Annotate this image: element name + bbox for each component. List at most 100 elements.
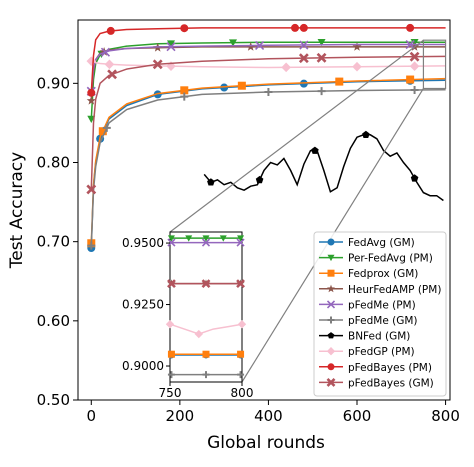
- inset-marker-per-fedavg-pm: [237, 235, 245, 242]
- inset-series-pfedme-gm: [167, 371, 245, 379]
- axis-ticks: 0 200 400 600 800 0.50 0.60 0.70 0.80 0.90: [37, 74, 460, 425]
- legend-label: pFedBayes (PM): [348, 362, 432, 374]
- x-tick-label: 400: [254, 407, 283, 425]
- inset-marker-pfedme-gm: [167, 371, 175, 379]
- inset-marker-fedprox-gm: [237, 350, 245, 358]
- marker-fedavg-gm: [153, 90, 162, 99]
- legend-label: Fedprox (GM): [348, 268, 418, 280]
- inset-y-tick-label: 0.9250: [122, 298, 164, 312]
- inset-marker-pfedme-pm: [167, 238, 176, 247]
- marker-fedavg-gm: [220, 83, 229, 92]
- marker-pfedbayes-gm: [298, 53, 309, 64]
- marker-bnfed-gm: [410, 174, 419, 182]
- legend-marker: [327, 363, 335, 371]
- series-line-pfedbayes-gm: [90, 55, 446, 190]
- marker-pfedbayes-pm: [291, 23, 299, 32]
- x-tick-label: 0: [87, 407, 97, 425]
- marker-pfedbayes-pm: [406, 23, 415, 32]
- marker-pfedme-gm: [317, 87, 326, 96]
- marker-bnfed-gm: [255, 175, 264, 184]
- marker-per-fedavg-pm: [317, 38, 326, 47]
- inset-series-pfedgp-pm: [165, 320, 247, 339]
- legend-label: BNFed (GM): [348, 331, 410, 343]
- legend-marker: [327, 332, 335, 339]
- legend-entry-pfedme-pm: pFedMe (PM): [319, 299, 416, 311]
- legend-marker: [327, 238, 335, 246]
- legend-label: pFedMe (GM): [348, 315, 418, 327]
- marker-fedprox-gm: [98, 127, 107, 136]
- marker-fedprox-gm: [237, 81, 246, 90]
- series-pfedbayes-gm: [86, 51, 446, 195]
- inset-marker-pfedme-pm: [236, 238, 245, 247]
- marker-pfedme-pm: [255, 40, 265, 51]
- legend-label: pFedGP (PM): [348, 346, 415, 358]
- inset-marker-pfedgp-pm: [237, 320, 247, 329]
- legend-marker: [327, 254, 335, 262]
- legend-label: FedAvg (GM): [348, 237, 415, 249]
- marker-pfedgp-pm: [352, 61, 362, 72]
- series-line-per-fedavg-pm: [90, 41, 446, 120]
- inset-plot-area: [169, 231, 243, 383]
- marker-per-fedavg-pm: [167, 40, 175, 48]
- inset-marker-per-fedavg-pm: [202, 235, 210, 242]
- x-tick-label: 200: [166, 407, 195, 425]
- inset-marker-per-fedavg-pm: [219, 235, 227, 242]
- marker-pfedme-gm: [180, 92, 189, 101]
- legend-box: [313, 231, 447, 397]
- inset-marker-pfedbayes-gm: [201, 279, 211, 289]
- marker-bnfed-gm: [207, 178, 215, 186]
- inset-marker-pfedgp-pm: [194, 329, 203, 339]
- inset-marker-per-fedavg-pm: [167, 235, 175, 242]
- legend-entry-fedprox-gm: Fedprox (GM): [319, 268, 418, 280]
- inset-marker-pfedme-pm: [201, 238, 211, 247]
- marker-fedprox-gm: [180, 86, 189, 95]
- marker-pfedme-pm: [100, 47, 111, 57]
- series-line-bnfed-gm: [203, 134, 444, 202]
- legend-label: pFedBayes (GM): [348, 377, 434, 389]
- inset-marker-pfedgp-pm: [165, 320, 175, 329]
- marker-pfedbayes-gm: [409, 51, 420, 62]
- inset-y-tick-label: 0.9000: [122, 359, 164, 373]
- legend-label: HeurFedAMP (PM): [348, 284, 441, 296]
- inset-series-pfedme-pm: [167, 238, 245, 247]
- inset-marker-pfedme-gm: [237, 371, 245, 379]
- legend: FedAvg (GM) Per-FedAvg (PM) Fedprox (GM) He…: [313, 231, 447, 397]
- x-tick-label: 600: [343, 407, 372, 425]
- inset-x-tick-label: 750: [159, 386, 182, 400]
- marker-pfedme-gm: [410, 85, 419, 94]
- marker-fedavg-gm: [299, 79, 308, 88]
- inset-y-tick-label: 0.9500: [122, 236, 164, 250]
- marker-pfedbayes-pm: [106, 26, 115, 35]
- legend-marker: [327, 316, 335, 324]
- legend-label: pFedMe (PM): [348, 299, 416, 311]
- marker-pfedbayes-gm: [316, 52, 327, 63]
- inset-marker-fedprox-gm: [202, 350, 210, 358]
- marker-heurfedamp-pm: [352, 42, 362, 51]
- inset-series-fedprox-gm: [167, 350, 245, 358]
- inset-marker-per-fedavg-pm: [185, 235, 193, 242]
- legend-entry-pfedgp-pm: pFedGP (PM): [319, 346, 415, 358]
- inset-series-per-fedavg-pm: [167, 235, 245, 242]
- inset-marker-pfedbayes-gm: [167, 279, 176, 289]
- y-axis-label: Test Accuracy: [7, 152, 27, 270]
- y-tick-label: 0.70: [37, 233, 70, 251]
- marker-per-fedavg-pm: [229, 39, 237, 47]
- marker-pfedbayes-pm: [299, 23, 308, 32]
- series-pfedme-gm: [87, 85, 446, 250]
- legend-entry-bnfed-gm: BNFed (GM): [319, 331, 410, 343]
- legend-marker: [326, 347, 336, 356]
- marker-pfedme-pm: [166, 42, 176, 52]
- marker-pfedgp-pm: [409, 61, 420, 71]
- inset-marker-pfedbayes-gm: [236, 279, 245, 289]
- zoom-connector-line: [169, 39, 424, 233]
- inset-marker-fedprox-gm: [167, 350, 175, 358]
- legend-entry-pfedme-gm: pFedMe (GM): [319, 315, 418, 327]
- y-tick-label: 0.80: [37, 154, 70, 172]
- series-pfedbayes-pm: [87, 23, 446, 97]
- legend-entry-per-fedavg-pm: Per-FedAvg (PM): [319, 253, 433, 265]
- marker-pfedme-gm: [102, 123, 111, 132]
- legend-entry-pfedbayes-gm: pFedBayes (GM): [319, 377, 434, 389]
- marker-pfedgp-pm: [281, 62, 291, 73]
- legend-entry-fedavg-gm: FedAvg (GM): [319, 237, 415, 249]
